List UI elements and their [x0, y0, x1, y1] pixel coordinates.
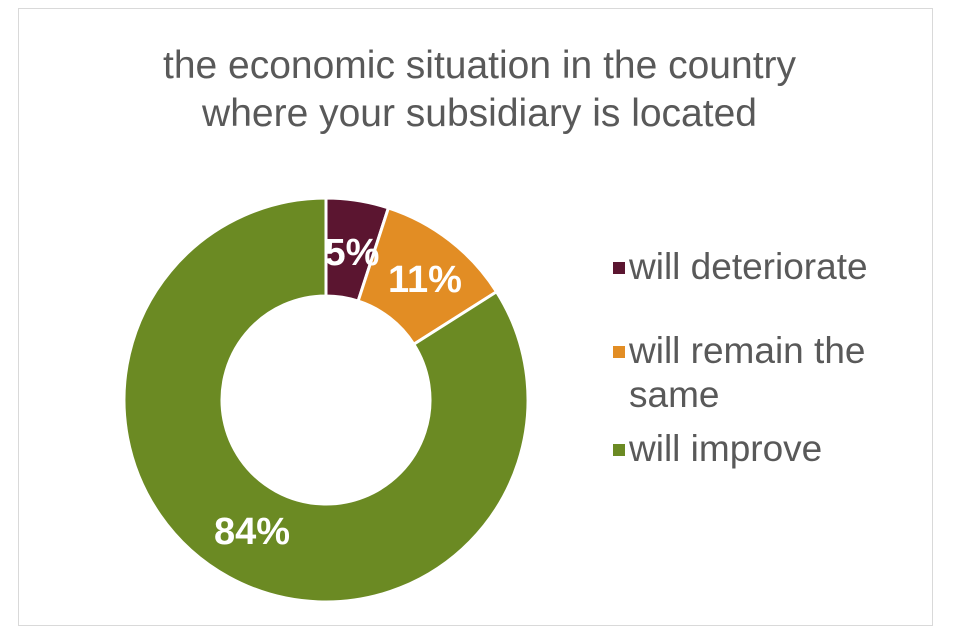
slice-label-will-improve: 84%	[214, 511, 290, 553]
legend-item-will-remain-the-same: will remain the same	[613, 329, 933, 417]
slice-label-will-remain-the-same: 11%	[388, 259, 462, 301]
slice-label-will-deteriorate: 5%	[325, 232, 380, 274]
legend-item-will-deteriorate: will deteriorate	[613, 245, 933, 289]
legend: will deteriorate will remain the same wi…	[613, 245, 933, 471]
legend-label-will-remain-the-same-line-1: will remain the	[629, 330, 866, 371]
legend-label-will-remain-the-same-line-2: same	[629, 374, 720, 415]
legend-label-will-improve: will improve	[629, 428, 823, 469]
legend-item-will-improve: will improve	[613, 427, 933, 471]
chart-title-line-2: where your subsidiary is located	[202, 92, 757, 135]
legend-label-will-deteriorate: will deteriorate	[629, 246, 868, 287]
legend-swatch-will-improve	[613, 444, 625, 456]
chart-title-line-1: the economic situation in the country	[162, 44, 797, 87]
legend-swatch-will-deteriorate	[613, 262, 625, 274]
slice-will-improve	[122, 196, 530, 604]
legend-swatch-will-remain-the-same	[613, 346, 625, 358]
chart-title: the economic situation in the country wh…	[0, 42, 959, 138]
